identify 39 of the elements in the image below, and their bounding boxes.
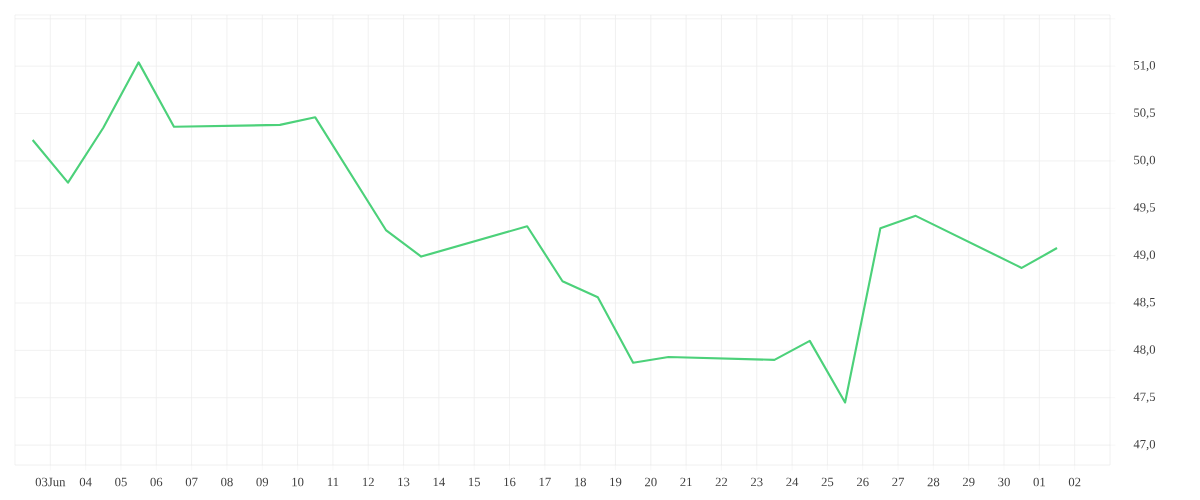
x-tick-label: 28 — [927, 477, 940, 487]
x-tick-label: 22 — [715, 477, 728, 487]
y-tick-label: 50,0 — [1134, 155, 1156, 167]
x-tick-label: 09 — [256, 477, 269, 487]
x-tick-label: 17 — [539, 477, 551, 487]
x-tick-label: 02 — [1068, 477, 1081, 487]
x-tick-label: 04 — [79, 477, 92, 487]
y-tick-label: 48,5 — [1133, 297, 1156, 309]
y-tick-label: 47,5 — [1133, 392, 1156, 403]
y-tick-label: 47,0 — [1133, 439, 1156, 451]
x-tick-label: 19 — [610, 477, 622, 487]
x-tick-label: 29 — [962, 477, 975, 487]
x-tick-label: 10 — [292, 477, 304, 487]
x-tick-label: 12 — [363, 477, 374, 487]
x-tick-label: 06 — [150, 477, 163, 487]
x-tick-label: 07 — [185, 477, 198, 487]
x-tick-label: 16 — [504, 477, 516, 487]
x-tick-label: 24 — [786, 477, 799, 487]
x-tick-label: 21 — [680, 477, 692, 487]
x-tick-label: 20 — [645, 477, 657, 487]
x-tick-label: 14 — [433, 477, 446, 487]
x-tick-label: 08 — [221, 477, 233, 487]
x-tick-label: 03Jun — [35, 477, 66, 487]
x-tick-label: 13 — [398, 477, 410, 487]
x-tick-label: 11 — [327, 477, 339, 487]
y-tick-label: 48,0 — [1133, 345, 1156, 356]
y-tick-label: 51,0 — [1134, 60, 1156, 72]
x-tick-label: 27 — [892, 477, 905, 487]
x-tick-label: 23 — [751, 477, 763, 487]
x-tick-label: 15 — [468, 477, 481, 487]
x-tick-label: 25 — [821, 477, 834, 487]
x-tick-label: 26 — [856, 477, 869, 487]
y-tick-label: 49,0 — [1133, 250, 1156, 261]
x-tick-label: 18 — [574, 477, 587, 487]
x-tick-label: 30 — [998, 477, 1010, 487]
x-tick-label: 01 — [1033, 477, 1045, 487]
y-tick-label: 49,5 — [1133, 203, 1156, 214]
x-tick-label: 05 — [115, 477, 127, 487]
y-tick-label: 50,5 — [1134, 108, 1156, 119]
